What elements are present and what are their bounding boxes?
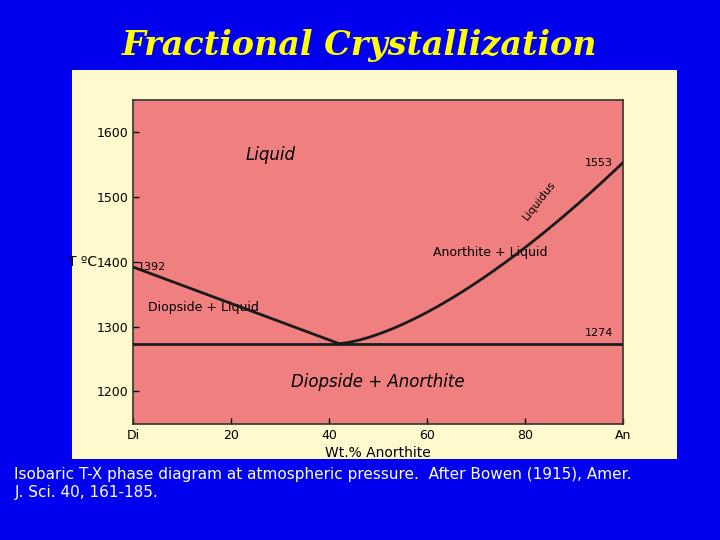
Text: Liquidus: Liquidus bbox=[521, 179, 558, 222]
Text: T ºC: T ºC bbox=[68, 255, 97, 269]
Text: Liquid: Liquid bbox=[246, 146, 295, 164]
Text: 1274: 1274 bbox=[585, 328, 613, 339]
Text: Diopside + Liquid: Diopside + Liquid bbox=[148, 301, 258, 314]
X-axis label: Wt.% Anorthite: Wt.% Anorthite bbox=[325, 446, 431, 460]
Text: 1553: 1553 bbox=[585, 158, 613, 168]
Text: Diopside + Anorthite: Diopside + Anorthite bbox=[291, 373, 465, 391]
Text: Isobaric T-X phase diagram at atmospheric pressure.  After Bowen (1915), Amer.
J: Isobaric T-X phase diagram at atmospheri… bbox=[14, 467, 632, 500]
Text: 1392: 1392 bbox=[138, 262, 166, 272]
Text: Anorthite + Liquid: Anorthite + Liquid bbox=[433, 246, 548, 259]
Text: Fractional Crystallization: Fractional Crystallization bbox=[122, 29, 598, 63]
